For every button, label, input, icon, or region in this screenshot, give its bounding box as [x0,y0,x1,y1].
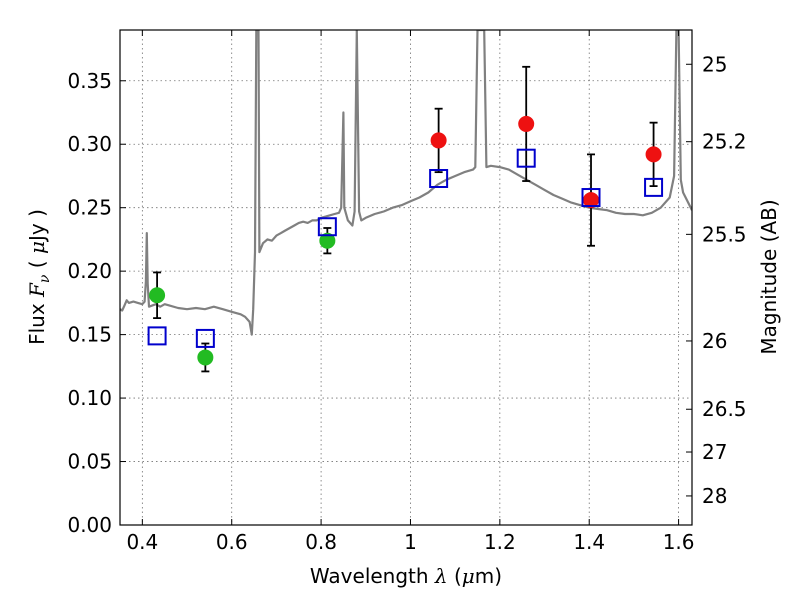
observed-green-point [319,232,336,249]
model-square [317,217,337,237]
observed-red-point [518,115,535,132]
observed-red-point [430,132,447,149]
x-tick-label: 0.8 [305,530,337,554]
observed-green-point [149,287,166,304]
model-square [429,169,449,188]
y-tick-label: 0.10 [67,386,112,410]
plot-frame [119,29,693,526]
x-tick-label: 1.6 [663,530,695,554]
y-tick-label: 0.35 [67,69,112,93]
grid [120,30,692,525]
model-square [147,326,167,346]
y-tick-label: 0.25 [67,196,112,220]
model-square [516,148,536,168]
y2-tick-label: 28 [702,484,727,508]
y-tick-label: 0.30 [67,132,112,156]
ticks: 0.4 0.6 0.8 1 1.2 1.4 1.6 0.00 0.05 0.10 0.15 0.20 0… [67,30,747,554]
y-tick-label: 0.05 [67,450,112,474]
markers [147,65,664,373]
y2-tick-label: 25.5 [702,222,747,246]
y-tick-label: 0.15 [67,323,112,347]
model-square [644,177,664,197]
observed-green-point [197,349,214,366]
observed-red-point [645,146,662,163]
model-square [195,328,215,348]
x-tick-label: 1.4 [573,530,605,554]
y-tick-label: 0.00 [67,513,112,537]
x-tick-label: 1 [404,530,417,554]
observed-red-point [583,192,600,209]
x-tick-label: 0.6 [216,530,248,554]
y2-axis-label: Magnitude (AB) [757,199,781,354]
template-spectrum-line [120,30,692,336]
y2-tick-label: 26 [702,329,727,353]
x-tick-label: 1.2 [484,530,516,554]
x-tick-label: 0.4 [126,530,158,554]
y2-tick-label: 27 [702,440,727,464]
x-axis-label: Wavelength λ (μm) [310,564,502,588]
y2-tick-label: 26.5 [702,397,747,421]
y-axis-label: Flux Fν ( μJy ) [25,209,53,345]
plot-area [120,30,692,336]
model-square [581,188,601,208]
y2-tick-label: 25 [702,52,727,76]
y-tick-label: 0.20 [67,259,112,283]
y2-tick-label: 25.2 [702,130,747,154]
